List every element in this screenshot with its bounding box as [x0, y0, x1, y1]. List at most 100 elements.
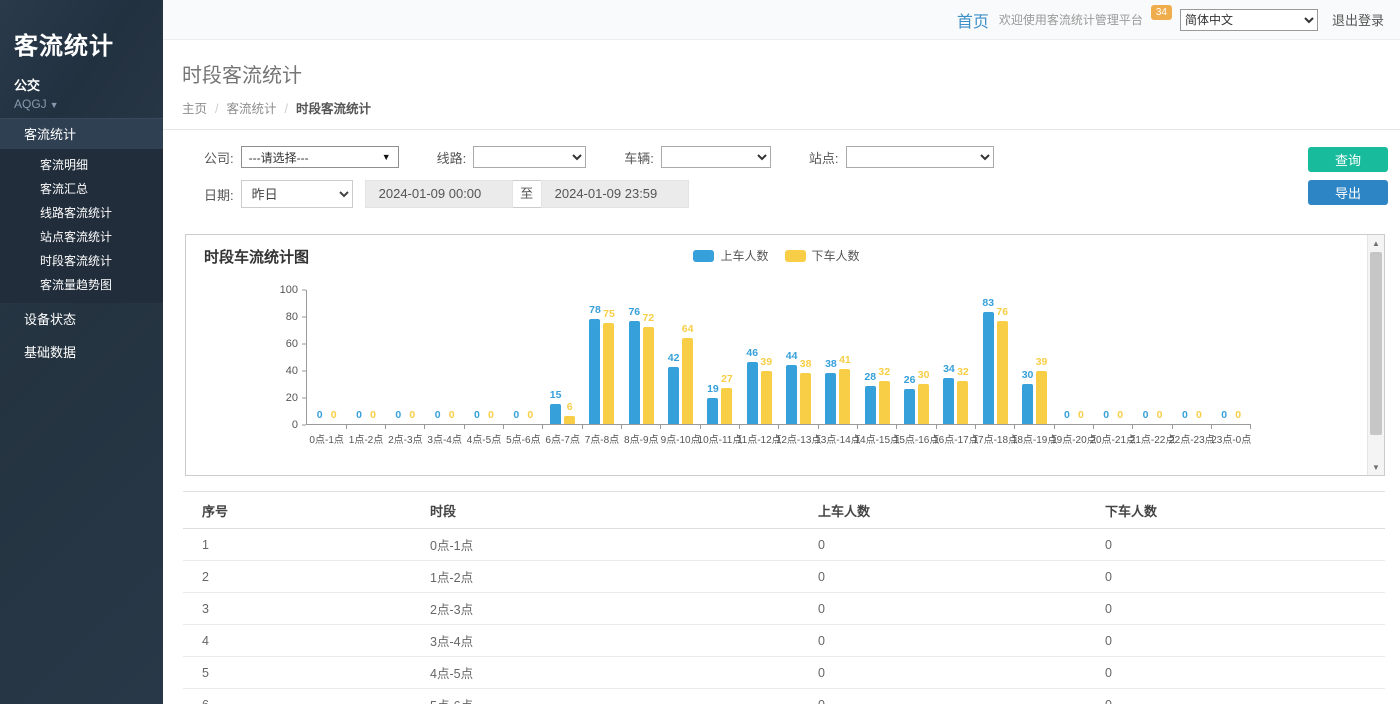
table-cell: 5	[183, 656, 430, 689]
chart-bar-value-label: 0	[527, 409, 534, 421]
chart-bar[interactable]	[682, 337, 694, 424]
x-axis-tick-label: 7点-8点	[584, 435, 620, 446]
table-row[interactable]: 1 0点-1点 0 0	[183, 528, 1385, 561]
legend-swatch-icon	[693, 249, 715, 262]
chart-bar[interactable]	[1022, 383, 1034, 424]
date-start-input[interactable]: 2024-01-09 00:00	[364, 180, 513, 208]
chart-bar[interactable]	[603, 322, 615, 424]
table-cell: 0	[818, 688, 1105, 704]
chart-bar[interactable]	[864, 386, 876, 424]
chart-bar[interactable]	[707, 398, 719, 424]
chart-bar[interactable]	[957, 380, 969, 424]
chart-bar[interactable]	[786, 364, 798, 424]
chart-bar-column: 41	[839, 354, 851, 424]
station-select[interactable]	[845, 146, 994, 168]
chart-bar[interactable]	[721, 387, 733, 424]
sidebar-subitem[interactable]: 客流量趋势图	[40, 278, 113, 292]
chart-bar-column: 6	[564, 401, 576, 424]
sidebar-subitem[interactable]: 站点客流统计	[40, 230, 113, 244]
table-row[interactable]: 4 3点-4点 0 0	[183, 624, 1385, 657]
scrollbar-thumb[interactable]	[1370, 252, 1382, 435]
sidebar-subitem[interactable]: 客流明细	[40, 158, 89, 172]
chart-bar-column: 26	[904, 374, 916, 424]
sidebar-subitem[interactable]: 线路客流统计	[40, 206, 113, 220]
vehicle-select[interactable]	[660, 146, 771, 168]
breadcrumb-item[interactable]: 客流统计	[226, 102, 277, 116]
sidebar-item[interactable]: 基础数据	[24, 345, 77, 360]
chart-bar-value-label: 76	[628, 306, 641, 319]
table-row[interactable]: 5 4点-5点 0 0	[183, 656, 1385, 689]
chart-bar-value-label: 41	[839, 353, 851, 366]
chart-bar[interactable]	[839, 368, 851, 424]
chart-title: 时段车流统计图	[204, 249, 310, 266]
chart-bar[interactable]	[904, 388, 916, 424]
chart-category-slot: 15 6 6点-7点	[543, 290, 584, 446]
filter-section: 公司: ---请选择--- ▼ 线路: 车辆: 站点: 日期: 昨日 2024-…	[163, 130, 1400, 222]
org-name: 公交	[14, 78, 41, 93]
chart-bar-column: 27	[721, 373, 733, 424]
chart-bar[interactable]	[878, 380, 890, 424]
sidebar-item[interactable]: 设备状态	[24, 312, 77, 327]
company-select[interactable]: ---请选择--- ▼	[240, 146, 399, 168]
chart-bar-column: 46	[746, 347, 758, 424]
title-block: 时段客流统计 主页 / 客流统计 / 时段客流统计	[163, 40, 1400, 129]
welcome-text: 欢迎使用客流统计管理平台	[998, 13, 1143, 27]
x-axis-tick-label: 1点-2点	[348, 435, 384, 446]
table-row[interactable]: 3 2点-3点 0 0	[183, 592, 1385, 625]
chart-bar[interactable]	[1036, 371, 1048, 424]
chart-vertical-scrollbar[interactable]: ▲ ▼	[1367, 235, 1384, 475]
legend-item[interactable]: 下车人数	[784, 247, 860, 264]
table-row[interactable]: 2 1点-2点 0 0	[183, 560, 1385, 593]
logout-link[interactable]: 退出登录	[1331, 13, 1384, 28]
date-preset-select[interactable]: 昨日	[240, 180, 353, 208]
export-button[interactable]: 导出	[1308, 180, 1388, 205]
chart-bar[interactable]	[800, 372, 812, 424]
chart-bar-value-label: 0	[488, 409, 494, 421]
topbar: 首页 欢迎使用客流统计管理平台 34 简体中文 退出登录	[163, 0, 1400, 40]
sidebar-subitem[interactable]: 时段客流统计	[40, 254, 113, 268]
y-axis-tick-mark	[302, 370, 306, 372]
chart-bar-value-label: 39	[760, 356, 773, 369]
chart-bar-value-label: 39	[1035, 356, 1048, 369]
x-axis-tick-label: 5点-6点	[506, 435, 541, 446]
sidebar: 客流统计 公交 AQGJ ▼ 客流统计 客流明细 客流汇总 线路客流统计 站点客流统计时…	[0, 0, 163, 704]
table-row[interactable]: 65点-6点00	[183, 688, 1385, 704]
chart-bar-value-label: 75	[603, 307, 615, 320]
line-select[interactable]	[473, 146, 587, 168]
chart-bar-column: 32	[878, 366, 890, 424]
chart-bar[interactable]	[982, 311, 994, 424]
chart-bar[interactable]	[760, 371, 772, 424]
language-select[interactable]: 简体中文	[1179, 8, 1318, 31]
chart-bar[interactable]	[918, 383, 930, 424]
home-link[interactable]: 首页	[956, 13, 989, 31]
sidebar-subitem[interactable]: 客流汇总	[40, 182, 89, 196]
chart-category-slot: 78 75 7点-8点	[582, 290, 623, 446]
chart-bar[interactable]	[825, 372, 837, 424]
chart-bar-value-label: 78	[589, 303, 601, 316]
chart-bar[interactable]	[943, 378, 955, 424]
chart-bar-value-label: 26	[903, 373, 916, 386]
chart-bar[interactable]	[668, 367, 680, 424]
filter-row-1: 公司: ---请选择--- ▼ 线路: 车辆: 站点:	[204, 146, 1385, 168]
date-end-input[interactable]: 2024-01-09 23:59	[540, 180, 689, 208]
chart-bar[interactable]	[589, 318, 601, 424]
chart-bar[interactable]	[746, 361, 758, 424]
scroll-up-arrow-icon[interactable]: ▲	[1372, 238, 1380, 248]
chart-bar[interactable]	[996, 321, 1008, 424]
chart-bar[interactable]	[628, 321, 640, 424]
legend-item[interactable]: 上车人数	[693, 247, 769, 264]
chart-bar-value-label: 0	[1181, 409, 1188, 421]
y-axis-tick-mark	[302, 316, 306, 318]
chart-bar[interactable]	[564, 415, 576, 424]
breadcrumb-item[interactable]: 主页	[182, 102, 208, 116]
x-axis-tick-label: 22点-23点	[1169, 435, 1215, 446]
chart-bar[interactable]	[550, 403, 562, 424]
scroll-down-arrow-icon[interactable]: ▼	[1372, 462, 1380, 472]
org-sub-dropdown[interactable]: AQGJ ▼	[14, 97, 163, 111]
chart-bar-value-label: 83	[982, 296, 995, 309]
y-axis-tick-label: 0	[291, 419, 298, 431]
sidebar-group-passenger-stats[interactable]: 客流统计	[0, 118, 163, 149]
chart-bar[interactable]	[642, 326, 654, 424]
query-button[interactable]: 查询	[1308, 147, 1388, 172]
notification-badge[interactable]: 34	[1150, 5, 1172, 20]
